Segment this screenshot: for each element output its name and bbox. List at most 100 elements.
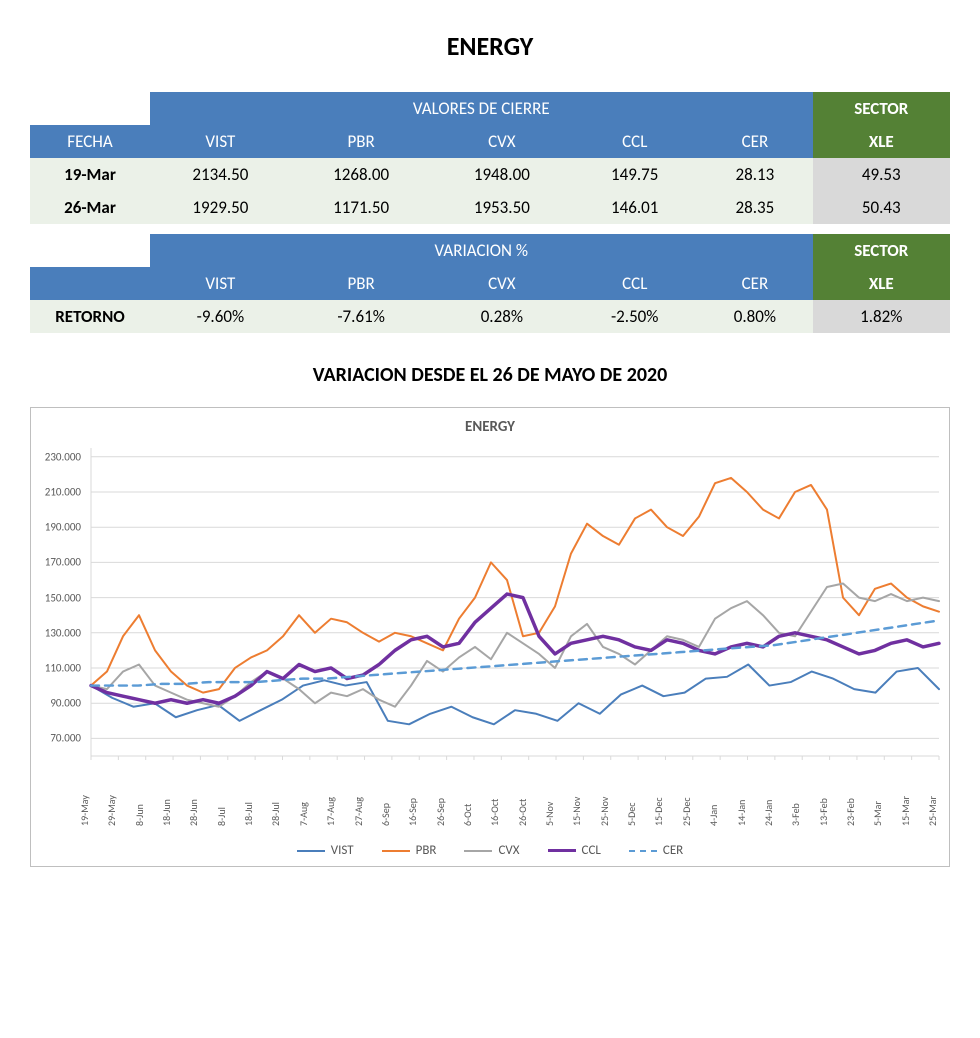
col-cvx: CVX	[431, 267, 572, 300]
table-blank	[30, 234, 150, 267]
col-ccl: CCL	[572, 125, 697, 158]
cell-xle: 50.43	[813, 191, 950, 224]
x-tick-label: 4-Jan	[707, 805, 720, 826]
x-tick-label: 26-Oct	[516, 799, 529, 826]
y-tick-label: 150.000	[45, 591, 81, 604]
chart-svg	[91, 448, 939, 756]
cell-val: 146.01	[572, 191, 697, 224]
legend-swatch	[548, 849, 576, 852]
legend-item-cvx: CVX	[464, 843, 519, 858]
y-tick-label: 70.000	[50, 732, 81, 745]
x-tick-label: 5-Mar	[871, 801, 884, 826]
x-tick-label: 25-Mar	[926, 796, 939, 826]
y-axis-labels: 70.000 90.000 110.000 130.000 150.000 170.000…	[31, 448, 86, 756]
x-tick-label: 8-Jun	[133, 804, 146, 826]
y-tick-label: 190.000	[45, 521, 81, 534]
y-tick-label: 230.000	[45, 450, 81, 463]
x-tick-label: 6-Sep	[379, 803, 392, 826]
table-row: 19-Mar 2134.50 1268.00 1948.00 149.75 28…	[30, 158, 950, 191]
x-tick-label: 8-Jul	[215, 807, 228, 826]
col-ccl: CCL	[572, 267, 697, 300]
x-tick-label: 16-Sep	[406, 798, 419, 826]
series-vist	[91, 664, 939, 724]
col-blank	[30, 267, 150, 300]
y-tick-label: 210.000	[45, 486, 81, 499]
col-cer: CER	[697, 125, 812, 158]
legend-item-cer: CER	[629, 843, 683, 858]
col-vist: VIST	[150, 267, 291, 300]
cell-val: -2.50%	[572, 300, 697, 333]
table-row: 26-Mar 1929.50 1171.50 1953.50 146.01 28…	[30, 191, 950, 224]
col-cvx: CVX	[431, 125, 572, 158]
legend-label: CCL	[582, 843, 601, 858]
plot-area	[91, 448, 939, 756]
cell-val: 1268.00	[291, 158, 432, 191]
x-tick-label: 5-Dec	[625, 803, 638, 827]
cell-val: -7.61%	[291, 300, 432, 333]
x-tick-label: 27-Aug	[352, 797, 365, 826]
legend-swatch	[629, 850, 657, 852]
x-tick-label: 15-Dec	[652, 797, 665, 826]
y-tick-label: 130.000	[45, 626, 81, 639]
y-tick-label: 90.000	[50, 697, 81, 710]
y-tick-label: 170.000	[45, 556, 81, 569]
table-blank	[30, 92, 150, 125]
x-tick-label: 17-Aug	[324, 797, 337, 826]
legend-item-vist: VIST	[297, 843, 354, 858]
table2-header-main: VARIACION %	[150, 234, 813, 267]
cell-val: 1929.50	[150, 191, 291, 224]
y-tick-label: 110.000	[45, 662, 81, 675]
cell-val: 0.80%	[697, 300, 812, 333]
x-tick-label: 29-May	[105, 795, 118, 826]
series-cer	[91, 620, 939, 685]
x-tick-label: 19-May	[78, 795, 91, 826]
series-pbr	[91, 478, 939, 693]
table-row: RETORNO -9.60% -7.61% 0.28% -2.50% 0.80%…	[30, 300, 950, 333]
legend-item-ccl: CCL	[548, 843, 601, 858]
closing-values-table: VALORES DE CIERRE SECTOR FECHA VIST PBR …	[30, 92, 950, 333]
energy-chart: ENERGY 70.000 90.000 110.000 130.000 150.000…	[30, 407, 950, 867]
x-tick-label: 28-Jun	[187, 799, 200, 826]
chart-legend: VIST PBR CVX CCL CER	[31, 843, 949, 858]
legend-swatch	[464, 850, 492, 852]
cell-val: 28.35	[697, 191, 812, 224]
chart-inner-title: ENERGY	[31, 418, 949, 436]
col-fecha: FECHA	[30, 125, 150, 158]
col-pbr: PBR	[291, 125, 432, 158]
cell-fecha: 26-Mar	[30, 191, 150, 224]
col-cer: CER	[697, 267, 812, 300]
x-tick-label: 18-Jul	[242, 802, 255, 826]
cell-xle: 49.53	[813, 158, 950, 191]
x-tick-label: 25-Dec	[680, 797, 693, 826]
cell-val: -9.60%	[150, 300, 291, 333]
series-cvx	[91, 584, 939, 707]
x-tick-label: 14-Jan	[735, 800, 748, 826]
x-tick-label: 15-Mar	[899, 796, 912, 826]
table-header-sector: SECTOR	[813, 92, 950, 125]
cell-val: 1948.00	[431, 158, 572, 191]
x-tick-label: 23-Feb	[844, 798, 857, 826]
x-axis-labels: 19-May29-May8-Jun18-Jun28-Jun8-Jul18-Jul…	[91, 756, 939, 826]
legend-label: CVX	[498, 843, 519, 858]
x-tick-label: 7-Aug	[297, 802, 310, 826]
cell-val: 1171.50	[291, 191, 432, 224]
cell-val: 28.13	[697, 158, 812, 191]
x-tick-label: 6-Oct	[461, 804, 474, 826]
col-xle: XLE	[813, 125, 950, 158]
col-vist: VIST	[150, 125, 291, 158]
col-pbr: PBR	[291, 267, 432, 300]
legend-label: VIST	[331, 843, 354, 858]
legend-label: CER	[663, 843, 683, 858]
legend-swatch	[382, 850, 410, 852]
cell-val: 149.75	[572, 158, 697, 191]
legend-item-pbr: PBR	[382, 843, 437, 858]
col-xle: XLE	[813, 267, 950, 300]
table2-header-sector: SECTOR	[813, 234, 950, 267]
cell-val: 1953.50	[431, 191, 572, 224]
x-tick-label: 26-Sep	[434, 798, 447, 826]
cell-val: 0.28%	[431, 300, 572, 333]
cell-fecha: 19-Mar	[30, 158, 150, 191]
cell-val: 2134.50	[150, 158, 291, 191]
x-tick-label: 28-Jul	[269, 802, 282, 826]
x-tick-label: 18-Jun	[160, 799, 173, 826]
